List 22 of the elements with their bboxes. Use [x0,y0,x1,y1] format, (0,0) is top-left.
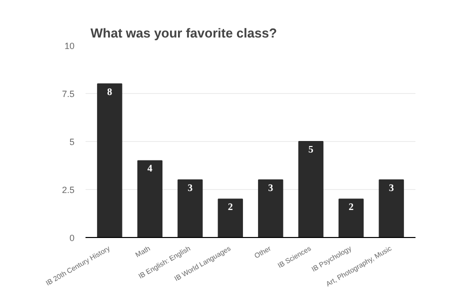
y-tick-label: 5 [69,137,75,147]
y-tick-label: 0 [69,233,75,243]
bar [178,179,203,238]
bar [338,198,364,238]
data-label: 3 [188,182,193,194]
data-label: 3 [268,182,274,194]
y-tick-label: 7.5 [62,89,75,99]
bar [378,179,404,238]
data-label: 2 [348,202,354,214]
bar [298,141,324,238]
data-label: 3 [388,182,394,194]
data-label: 2 [228,202,233,214]
y-tick-label: 2.5 [62,185,75,195]
bar [218,198,243,238]
bar [258,179,284,238]
bar [97,83,122,238]
bar [137,160,162,238]
data-label: 8 [107,86,112,98]
chart-title: What was your favorite class? [90,26,277,40]
data-label: 5 [308,144,314,156]
y-tick-label: 10 [64,41,75,51]
data-label: 4 [147,164,152,175]
